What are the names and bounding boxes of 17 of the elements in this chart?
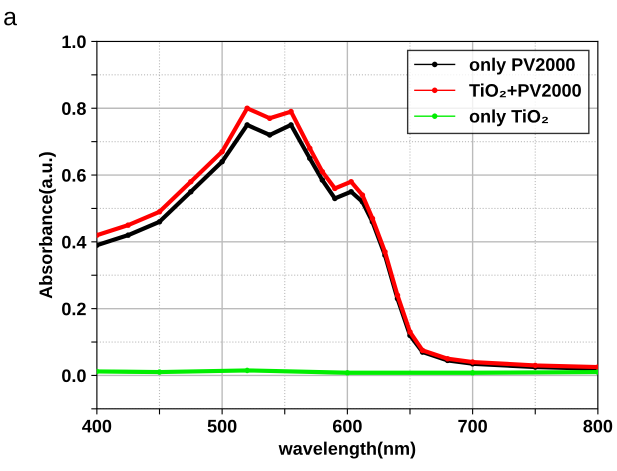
y-axis-title: Absorbance(a.u.) — [38, 152, 56, 298]
legend-label: TiO₂+PV2000 — [469, 84, 581, 98]
x-tick-label: 400 — [82, 420, 112, 433]
x-axis-title: wavelength(nm) — [278, 442, 416, 459]
y-tick-label: 0.6 — [62, 168, 86, 182]
x-tick-label: 500 — [208, 420, 236, 433]
x-tick-label: 600 — [332, 420, 362, 433]
x-tick-label: 800 — [583, 420, 612, 433]
y-tick-label: 0.4 — [62, 236, 86, 249]
legend-label: only PV2000 — [470, 58, 575, 75]
y-tick-label: 0.8 — [62, 102, 86, 115]
text: 0.0 — [62, 369, 86, 382]
y-tick-label: 0.2 — [62, 302, 86, 316]
text: a — [4, 12, 17, 26]
text: 1.0 — [62, 35, 86, 48]
x-tick-label: 700 — [458, 420, 487, 433]
legend-label: only TiO₂ — [470, 109, 548, 126]
